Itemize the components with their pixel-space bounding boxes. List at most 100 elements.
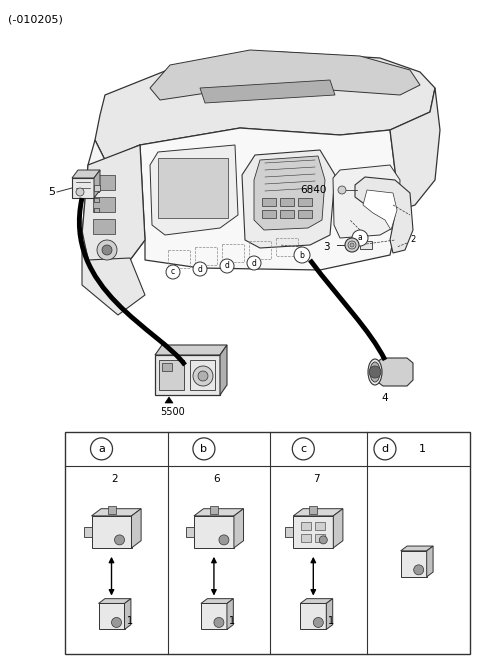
Text: 5500: 5500 [161, 407, 185, 417]
Polygon shape [140, 128, 400, 270]
Bar [222, 244, 244, 262]
Bar [195, 247, 217, 265]
Polygon shape [194, 509, 243, 516]
Text: a: a [98, 444, 105, 454]
Polygon shape [94, 170, 100, 198]
Polygon shape [401, 551, 427, 577]
Polygon shape [227, 599, 233, 629]
Circle shape [319, 536, 327, 544]
Bar [94, 178, 99, 182]
Text: 1: 1 [127, 616, 132, 626]
Polygon shape [300, 599, 333, 604]
Polygon shape [98, 604, 124, 629]
Polygon shape [363, 190, 397, 230]
Bar [190, 360, 215, 390]
Circle shape [220, 259, 234, 273]
Text: (-010205): (-010205) [8, 14, 63, 24]
Polygon shape [293, 516, 333, 548]
Circle shape [193, 366, 213, 386]
Polygon shape [150, 145, 238, 235]
Bar [94, 185, 100, 191]
Bar [93, 175, 115, 190]
Bar [94, 198, 99, 202]
Circle shape [97, 240, 117, 260]
Polygon shape [333, 509, 343, 548]
Ellipse shape [368, 359, 382, 385]
Text: 1: 1 [229, 616, 235, 626]
Text: 1: 1 [419, 444, 425, 454]
Bar [315, 534, 325, 542]
Bar [94, 188, 99, 192]
Polygon shape [200, 80, 335, 103]
Text: d: d [382, 444, 388, 454]
Bar [276, 238, 298, 256]
Circle shape [369, 366, 381, 378]
Polygon shape [150, 50, 420, 100]
Polygon shape [201, 604, 227, 629]
Polygon shape [92, 516, 132, 548]
Circle shape [294, 247, 310, 263]
Text: b: b [201, 444, 207, 454]
Bar [158, 158, 228, 218]
Bar [94, 208, 99, 212]
Bar [108, 506, 116, 514]
Text: 6: 6 [214, 474, 220, 484]
Bar [262, 210, 276, 218]
Polygon shape [293, 509, 343, 516]
Circle shape [166, 265, 180, 279]
Text: b: b [300, 250, 304, 260]
Bar [162, 363, 172, 371]
Polygon shape [165, 397, 173, 403]
Bar [159, 360, 184, 390]
Bar [94, 188, 99, 192]
Polygon shape [355, 177, 413, 253]
Circle shape [91, 438, 112, 460]
Text: d: d [225, 262, 229, 270]
Text: 1: 1 [328, 616, 335, 626]
Bar [249, 241, 271, 259]
Polygon shape [326, 599, 333, 629]
Bar [72, 178, 94, 198]
Circle shape [345, 238, 359, 252]
Bar [94, 198, 99, 202]
Bar [315, 522, 325, 530]
Text: 5: 5 [48, 187, 55, 197]
Circle shape [374, 438, 396, 460]
Circle shape [414, 565, 424, 575]
Text: a: a [358, 234, 362, 242]
Circle shape [352, 230, 368, 246]
Circle shape [292, 438, 314, 460]
Polygon shape [82, 140, 145, 265]
Polygon shape [186, 527, 194, 537]
Circle shape [115, 535, 124, 545]
Bar [280, 198, 294, 206]
Bar [301, 534, 312, 542]
Text: d: d [198, 264, 203, 274]
Circle shape [193, 438, 215, 460]
Circle shape [102, 245, 112, 255]
Polygon shape [234, 509, 243, 548]
Circle shape [338, 186, 346, 194]
Text: 3: 3 [324, 242, 330, 252]
Bar [94, 208, 99, 212]
Bar [168, 250, 190, 268]
Polygon shape [254, 156, 325, 230]
Text: 2: 2 [410, 236, 415, 244]
Polygon shape [132, 509, 141, 548]
Text: 6840: 6840 [300, 185, 327, 195]
Polygon shape [390, 88, 440, 210]
Bar [360, 241, 372, 249]
Polygon shape [98, 599, 131, 604]
Text: d: d [252, 258, 256, 268]
Circle shape [219, 535, 229, 545]
Circle shape [313, 618, 324, 627]
Polygon shape [82, 230, 145, 315]
Polygon shape [300, 604, 326, 629]
Circle shape [198, 371, 208, 381]
Bar [280, 210, 294, 218]
Bar [94, 178, 99, 182]
Text: 4: 4 [382, 393, 388, 403]
Polygon shape [285, 527, 293, 537]
Circle shape [247, 256, 261, 270]
Bar [309, 506, 317, 514]
